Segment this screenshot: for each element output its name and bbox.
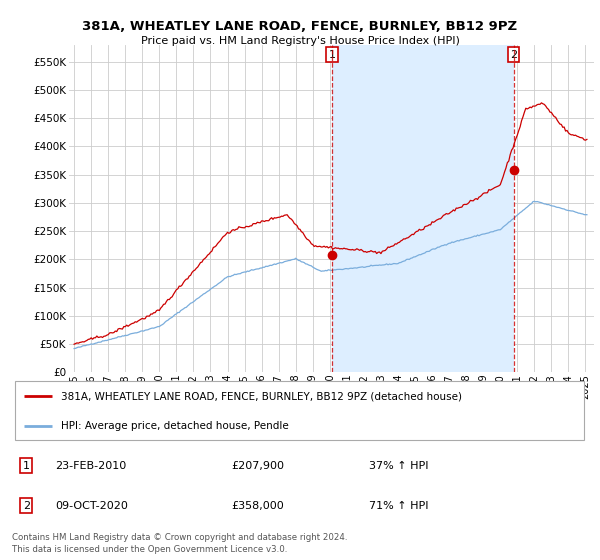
Text: 381A, WHEATLEY LANE ROAD, FENCE, BURNLEY, BB12 9PZ (detached house): 381A, WHEATLEY LANE ROAD, FENCE, BURNLEY… <box>61 391 462 401</box>
Text: 1: 1 <box>23 461 30 471</box>
Text: 381A, WHEATLEY LANE ROAD, FENCE, BURNLEY, BB12 9PZ: 381A, WHEATLEY LANE ROAD, FENCE, BURNLEY… <box>82 20 518 32</box>
Text: 2: 2 <box>23 501 30 511</box>
Text: £207,900: £207,900 <box>231 461 284 471</box>
Text: Contains HM Land Registry data © Crown copyright and database right 2024.
This d: Contains HM Land Registry data © Crown c… <box>12 533 347 554</box>
Text: 37% ↑ HPI: 37% ↑ HPI <box>369 461 428 471</box>
Text: 71% ↑ HPI: 71% ↑ HPI <box>369 501 428 511</box>
Text: Price paid vs. HM Land Registry's House Price Index (HPI): Price paid vs. HM Land Registry's House … <box>140 36 460 46</box>
Bar <box>332 45 514 372</box>
Text: HPI: Average price, detached house, Pendle: HPI: Average price, detached house, Pend… <box>61 421 289 431</box>
Text: 2: 2 <box>510 50 517 60</box>
FancyBboxPatch shape <box>15 381 584 440</box>
Text: 23-FEB-2010: 23-FEB-2010 <box>55 461 127 471</box>
Text: 09-OCT-2020: 09-OCT-2020 <box>55 501 128 511</box>
Text: £358,000: £358,000 <box>231 501 284 511</box>
Text: 1: 1 <box>328 50 335 60</box>
